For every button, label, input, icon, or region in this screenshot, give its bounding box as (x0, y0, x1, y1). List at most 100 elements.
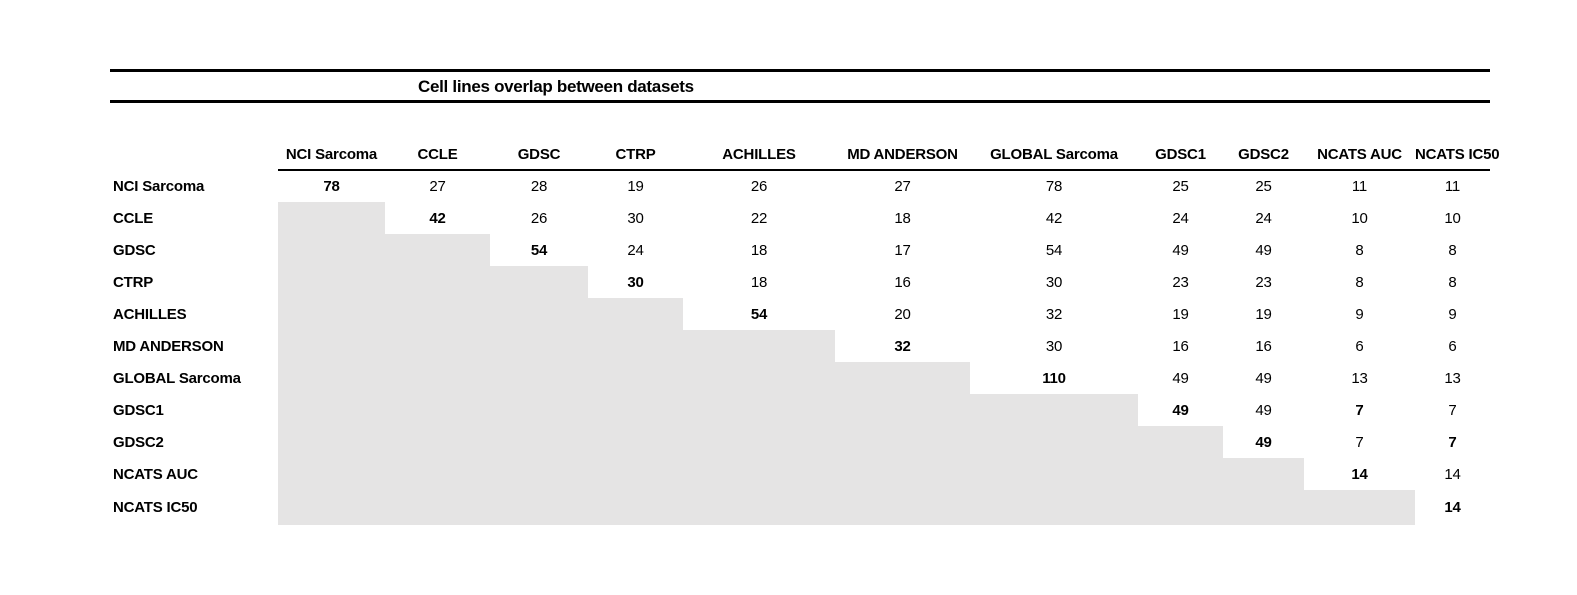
shaded-cell (490, 330, 588, 362)
shaded-cell (278, 330, 385, 362)
cell-gdsc-global-sarcoma: 54 (1045, 241, 1063, 259)
shaded-cell (490, 426, 588, 458)
shaded-cell (835, 458, 970, 490)
shaded-cell (683, 458, 835, 490)
cell-md-anderson-gdsc1: 16 (1172, 337, 1189, 355)
shaded-cell (490, 394, 588, 426)
shaded-cell (385, 298, 490, 330)
shaded-cell (385, 266, 490, 298)
cell-ccle-gdsc: 26 (530, 209, 548, 227)
column-header-achilles: ACHILLES (683, 136, 835, 171)
cell-ccle-ncats-auc: 10 (1351, 209, 1368, 227)
cell-ccle-ncats-ic50: 10 (1444, 209, 1461, 227)
cell-gdsc-gdsc1: 49 (1172, 241, 1189, 259)
cell-gdsc-ncats-auc: 8 (1355, 241, 1364, 259)
shaded-cell (970, 394, 1138, 426)
cell-md-anderson-ncats-auc: 6 (1355, 337, 1364, 355)
table-row-ncats-auc: NCATS AUC 14 14 (110, 458, 1490, 490)
shaded-cell (683, 394, 835, 426)
cell-achilles-md-anderson: 20 (894, 305, 911, 323)
row-header-nci-sarcoma: NCI Sarcoma (113, 177, 205, 195)
shaded-cell (385, 330, 490, 362)
shaded-cell (278, 490, 385, 525)
row-header-md-anderson: MD ANDERSON (113, 337, 224, 355)
column-header-gdsc2: GDSC2 (1223, 136, 1304, 171)
cell-gdsc1-ncats-auc: 7 (1355, 401, 1364, 419)
table-row-ctrp: CTRP 30 18 16 30 23 23 8 8 (110, 266, 1490, 298)
shaded-cell (278, 234, 385, 266)
cell-ctrp-global-sarcoma: 30 (1045, 273, 1063, 291)
cell-ctrp-achilles: 18 (750, 273, 768, 291)
cell-nci-sarcoma-ctrp: 19 (627, 178, 644, 195)
shaded-cell (835, 490, 970, 525)
table-row-ccle: CCLE 42 26 30 22 18 42 24 24 10 10 (110, 202, 1490, 234)
cell-achilles-achilles: 54 (750, 305, 768, 323)
cell-nci-sarcoma-ccle: 27 (429, 178, 446, 195)
cell-ccle-gdsc1: 24 (1172, 209, 1189, 227)
cell-nci-sarcoma-gdsc2: 25 (1255, 178, 1272, 195)
overlap-matrix-table: NCI Sarcoma CCLE GDSC CTRP ACHILLES MD ANDERS… (110, 136, 1500, 525)
shaded-cell (490, 266, 588, 298)
shaded-cell (385, 490, 490, 525)
shaded-cell (835, 426, 970, 458)
shaded-cell (588, 330, 683, 362)
row-header-global-sarcoma: GLOBAL Sarcoma (113, 369, 241, 387)
shaded-cell (385, 362, 490, 394)
shaded-cell (278, 298, 385, 330)
shaded-cell (683, 490, 835, 525)
cell-gdsc-gdsc: 54 (530, 241, 548, 259)
shaded-cell (278, 362, 385, 394)
column-header-global-sarcoma: GLOBAL Sarcoma (970, 136, 1138, 171)
shaded-cell (385, 458, 490, 490)
shaded-cell (588, 458, 683, 490)
shaded-cell (1304, 490, 1415, 525)
table-head: NCI Sarcoma CCLE GDSC CTRP ACHILLES MD ANDERS… (110, 136, 1500, 171)
cell-ctrp-ctrp: 30 (627, 273, 644, 291)
cell-achilles-gdsc1: 19 (1172, 305, 1189, 323)
cell-ncats-auc-ncats-auc: 14 (1351, 465, 1368, 483)
cell-ncats-auc-ncats-ic50: 14 (1444, 465, 1461, 483)
cell-achilles-ncats-ic50: 9 (1448, 305, 1457, 323)
cell-gdsc1-gdsc1: 49 (1172, 401, 1189, 419)
shaded-cell (278, 394, 385, 426)
row-header-ccle: CCLE (113, 209, 154, 227)
shaded-cell (278, 458, 385, 490)
cell-ncats-ic50-ncats-ic50: 14 (1444, 499, 1461, 516)
shaded-cell (1223, 490, 1304, 525)
shaded-cell (683, 330, 835, 362)
top-rule (110, 69, 1490, 72)
cell-nci-sarcoma-nci-sarcoma: 78 (323, 178, 340, 195)
shaded-cell (278, 202, 385, 234)
row-header-ncats-auc: NCATS AUC (113, 465, 198, 483)
cell-global-sarcoma-gdsc1: 49 (1172, 369, 1189, 387)
cell-md-anderson-global-sarcoma: 30 (1045, 337, 1063, 355)
shaded-cell (835, 394, 970, 426)
row-header-ncats-ic50: NCATS IC50 (113, 499, 198, 516)
shaded-cell (1223, 458, 1304, 490)
shaded-cell (385, 394, 490, 426)
column-header-md-anderson: MD ANDERSON (835, 136, 970, 171)
cell-gdsc-md-anderson: 17 (894, 241, 911, 259)
row-header-gdsc2: GDSC2 (113, 433, 164, 451)
cell-gdsc2-gdsc2: 49 (1255, 433, 1272, 451)
mid-rule (110, 100, 1490, 103)
cell-nci-sarcoma-ncats-ic50: 11 (1444, 178, 1461, 195)
table-row-gdsc: GDSC 54 24 18 17 54 49 49 8 8 (110, 234, 1490, 266)
cell-md-anderson-md-anderson: 32 (894, 337, 911, 355)
cell-gdsc-ctrp: 24 (627, 241, 644, 259)
table-body: NCI Sarcoma 78 27 28 19 26 27 78 25 25 11 11 CCLE 42 2… (110, 170, 1490, 525)
table-row-gdsc2: GDSC2 49 7 7 (110, 426, 1490, 458)
table-row-achilles: ACHILLES 54 20 32 19 19 9 9 (110, 298, 1490, 330)
shaded-cell (490, 490, 588, 525)
shaded-cell (970, 458, 1138, 490)
cell-gdsc1-ncats-ic50: 7 (1448, 401, 1457, 419)
shaded-cell (385, 234, 490, 266)
shaded-cell (970, 490, 1138, 525)
column-header-nci-sarcoma: NCI Sarcoma (278, 136, 385, 171)
cell-global-sarcoma-ncats-ic50: 13 (1444, 369, 1461, 387)
shaded-cell (588, 394, 683, 426)
table-row-ncats-ic50: NCATS IC50 14 (110, 490, 1490, 525)
shaded-cell (970, 426, 1138, 458)
cell-global-sarcoma-global-sarcoma: 110 (1042, 369, 1066, 387)
